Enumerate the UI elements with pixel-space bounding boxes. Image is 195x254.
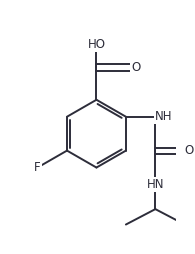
Text: O: O	[185, 144, 194, 157]
Text: NH: NH	[155, 110, 173, 123]
Text: HO: HO	[87, 38, 105, 51]
Text: F: F	[34, 161, 41, 174]
Text: O: O	[131, 61, 141, 74]
Text: HN: HN	[147, 178, 164, 191]
